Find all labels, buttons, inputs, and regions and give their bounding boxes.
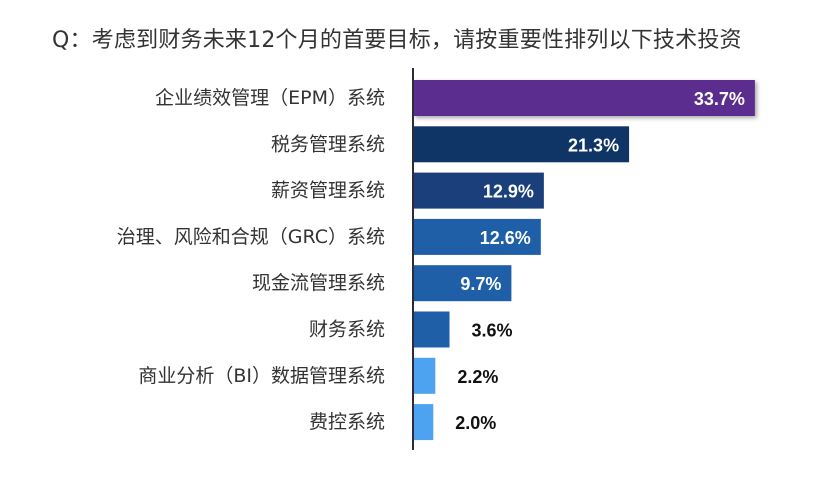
- category-label: 治理、风险和合规（GRC）系统: [117, 226, 385, 248]
- category-label: 企业绩效管理（EPM）系统: [155, 87, 385, 109]
- bar: [413, 218, 541, 255]
- category-label: 费控系统: [309, 411, 385, 433]
- data-label: 3.6%: [472, 321, 513, 341]
- bar: [413, 404, 434, 441]
- bar: [413, 126, 630, 163]
- data-label: 33.7%: [694, 89, 745, 109]
- bar: [413, 311, 450, 348]
- bar: [413, 265, 512, 302]
- category-label: 薪资管理系统: [271, 180, 385, 202]
- category-label: 商业分析（BI）数据管理系统: [138, 365, 385, 387]
- bar: [413, 357, 436, 394]
- bars-group: 企业绩效管理（EPM）系统 33.7% 税务管理系统 21.3% 薪资管理系统 12.9%…: [117, 80, 755, 441]
- data-label: 9.7%: [460, 274, 501, 294]
- data-label: 2.0%: [455, 413, 496, 433]
- data-label: 12.6%: [480, 228, 531, 248]
- category-label: 税务管理系统: [271, 133, 385, 155]
- bar: [413, 172, 544, 209]
- category-label: 财务系统: [309, 319, 385, 341]
- chart-title: Q：考虑到财务未来12个月的首要目标，请按重要性排列以下技术投资: [52, 28, 742, 53]
- data-label: 12.9%: [483, 182, 534, 202]
- category-label: 现金流管理系统: [252, 272, 385, 294]
- data-label: 2.2%: [457, 367, 498, 387]
- bar: [413, 80, 755, 116]
- data-label: 21.3%: [568, 135, 619, 155]
